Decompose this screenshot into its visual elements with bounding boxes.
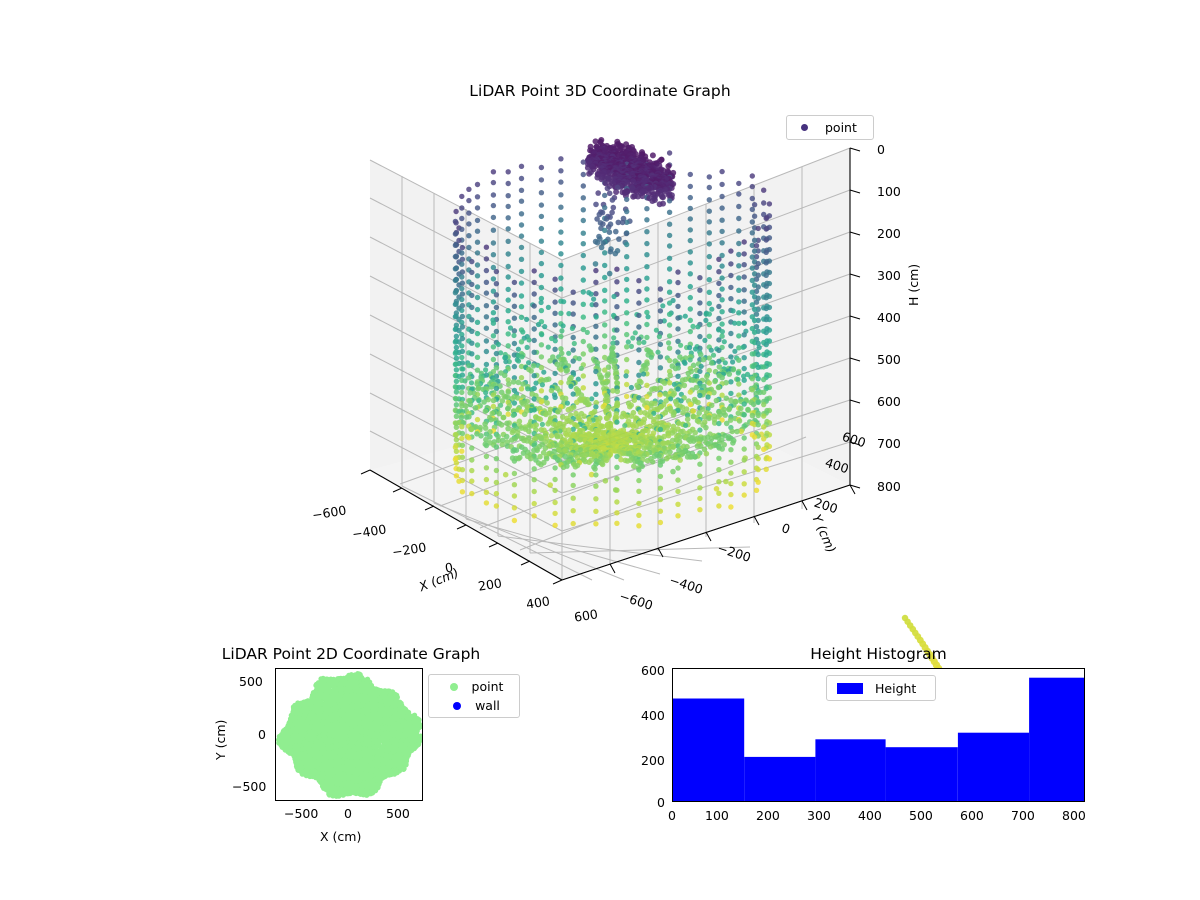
plot3d-ticks	[360, 147, 861, 585]
z-axis-label: H (cm)	[906, 263, 921, 306]
hist-x-tick-100: 100	[705, 808, 729, 823]
z-tick-800: 800	[877, 479, 901, 494]
plot2d-title: LiDAR Point 2D Coordinate Graph	[221, 645, 481, 663]
plot2d-legend[interactable]: point wall	[428, 674, 520, 718]
legend-point-marker-icon	[449, 682, 458, 691]
plot3d-canvas	[360, 137, 988, 755]
legend-height-swatch-icon	[837, 682, 863, 694]
z-tick-400: 400	[877, 310, 901, 325]
plot3d-title: LiDAR Point 3D Coordinate Graph	[469, 82, 731, 100]
legend-wall-marker-icon	[453, 701, 462, 710]
hist-x-tick-500: 500	[909, 808, 933, 823]
legend-point-label: point	[825, 120, 857, 135]
histogram-canvas	[673, 677, 1084, 801]
plot2d-canvas	[276, 671, 422, 799]
plot3d-point-cloud	[452, 137, 988, 755]
legend-wall-label: wall	[475, 698, 500, 713]
histogram-title: Height Histogram	[810, 645, 947, 663]
z-tick-300: 300	[877, 268, 901, 283]
legend-point-marker-icon	[801, 124, 808, 131]
z-tick-0: 0	[877, 142, 885, 157]
z-tick-500: 500	[877, 352, 901, 367]
hist-x-tick-0: 0	[668, 808, 676, 823]
plot2d-x-tick-0: 0	[344, 806, 352, 821]
lidar-2d-axes	[275, 668, 423, 801]
plot3d-legend[interactable]: point	[786, 115, 874, 140]
plot2d-y-tick-0: 0	[258, 727, 266, 742]
hist-x-tick-400: 400	[858, 808, 882, 823]
z-tick-700: 700	[877, 436, 901, 451]
plot2d-y-tick-500: 500	[239, 674, 263, 689]
legend-height-label: Height	[875, 680, 917, 696]
legend-entry-wall: wall	[448, 698, 500, 713]
z-tick-100: 100	[877, 184, 901, 199]
hist-y-tick-600: 600	[641, 663, 665, 678]
z-tick-200: 200	[877, 226, 901, 241]
hist-x-tick-700: 700	[1011, 808, 1035, 823]
lidar-3d-axes: 0 100 200 300 400 500 600 700 800 H (cm)…	[311, 137, 988, 755]
hist-x-tick-600: 600	[960, 808, 984, 823]
plot2d-y-tick--500: −500	[232, 779, 267, 794]
plot2d-x-tick-500: 500	[386, 806, 410, 821]
plot2d-x-axis-label: X (cm)	[320, 829, 362, 844]
hist-x-tick-800: 800	[1062, 808, 1086, 823]
plot2d-x-tick--500: −500	[284, 806, 319, 821]
hist-x-tick-200: 200	[756, 808, 780, 823]
plot2d-y-axis-label: Y (cm)	[213, 719, 228, 760]
legend-point-label: point	[471, 679, 504, 694]
hist-y-tick-0: 0	[657, 795, 665, 810]
histogram-legend[interactable]: Height	[826, 675, 936, 701]
hist-y-tick-200: 200	[641, 753, 665, 768]
hist-x-tick-300: 300	[807, 808, 831, 823]
z-tick-600: 600	[877, 394, 901, 409]
hist-y-tick-400: 400	[641, 708, 665, 723]
legend-entry-point: point	[445, 679, 504, 694]
